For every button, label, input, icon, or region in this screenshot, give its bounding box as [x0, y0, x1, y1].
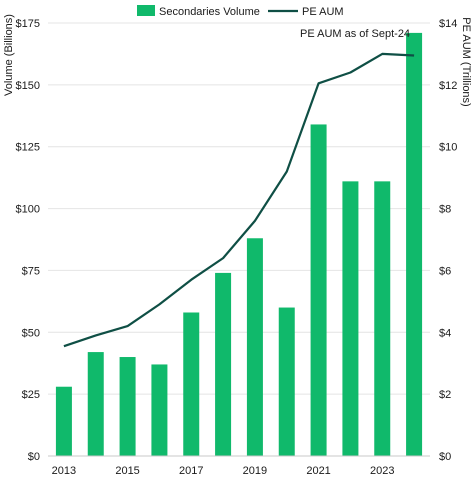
- aum-line-path: [63, 52, 415, 348]
- left-axis: $0 $25 $50 $75 $100 $125 $150 $175: [16, 18, 40, 463]
- bar-2022: [342, 181, 359, 456]
- x-tick-label: 2015: [115, 465, 139, 477]
- y-left-tick-label: $125: [16, 142, 40, 154]
- y-right-tick-label: $2: [439, 389, 451, 401]
- y-left-tick-label: $0: [28, 451, 40, 463]
- legend: Secondaries Volume PE AUM: [137, 5, 344, 18]
- aum-annotation: PE AUM as of Sept-24: [300, 28, 410, 40]
- bar-2014: [87, 352, 104, 456]
- y-right-tick-label: $4: [439, 327, 451, 339]
- y-right-title: PE AUM (Trillions): [460, 17, 472, 106]
- x-tick-label: 2021: [306, 465, 330, 477]
- y-left-tick-label: $75: [22, 265, 40, 277]
- y-left-tick-label: $100: [16, 204, 40, 216]
- bar-2016: [151, 364, 168, 456]
- y-right-tick-label: $12: [439, 80, 457, 92]
- y-right-tick-label: $10: [439, 142, 457, 154]
- x-tick-label: 2017: [179, 465, 203, 477]
- aum-line: [63, 52, 415, 348]
- right-axis: $0 $2 $4 $6 $8 $10 $12 $14: [439, 18, 457, 463]
- y-right-tick-label: $0: [439, 451, 451, 463]
- legend-bar-label: Secondaries Volume: [159, 6, 260, 18]
- y-right-tick-label: $6: [439, 265, 451, 277]
- x-tick-label: 2019: [243, 465, 267, 477]
- bar-2019: [246, 238, 263, 456]
- y-left-title: Volume (Billions): [3, 14, 15, 96]
- bar-2021: [310, 124, 327, 457]
- bar-2023: [374, 181, 391, 456]
- y-right-tick-label: $14: [439, 18, 457, 30]
- bar-2024: [406, 32, 423, 456]
- legend-bar-swatch: [137, 5, 155, 16]
- bar-2018: [215, 272, 232, 456]
- x-tick-label: 2013: [52, 465, 76, 477]
- bar-2015: [119, 357, 136, 456]
- legend-line-label: PE AUM: [302, 6, 344, 18]
- y-right-tick-label: $8: [439, 204, 451, 216]
- bar-2013: [55, 386, 72, 456]
- bar-2017: [183, 312, 200, 456]
- bar-2020: [278, 307, 295, 456]
- y-left-tick-label: $150: [16, 80, 40, 92]
- y-left-tick-label: $50: [22, 327, 40, 339]
- y-left-tick-label: $25: [22, 389, 40, 401]
- bars: [55, 32, 423, 457]
- x-tick-label: 2023: [370, 465, 394, 477]
- y-left-tick-label: $175: [16, 18, 40, 30]
- gridlines: [48, 22, 430, 457]
- x-axis: 2013 2015 2017 2019 2021 2023: [48, 455, 430, 477]
